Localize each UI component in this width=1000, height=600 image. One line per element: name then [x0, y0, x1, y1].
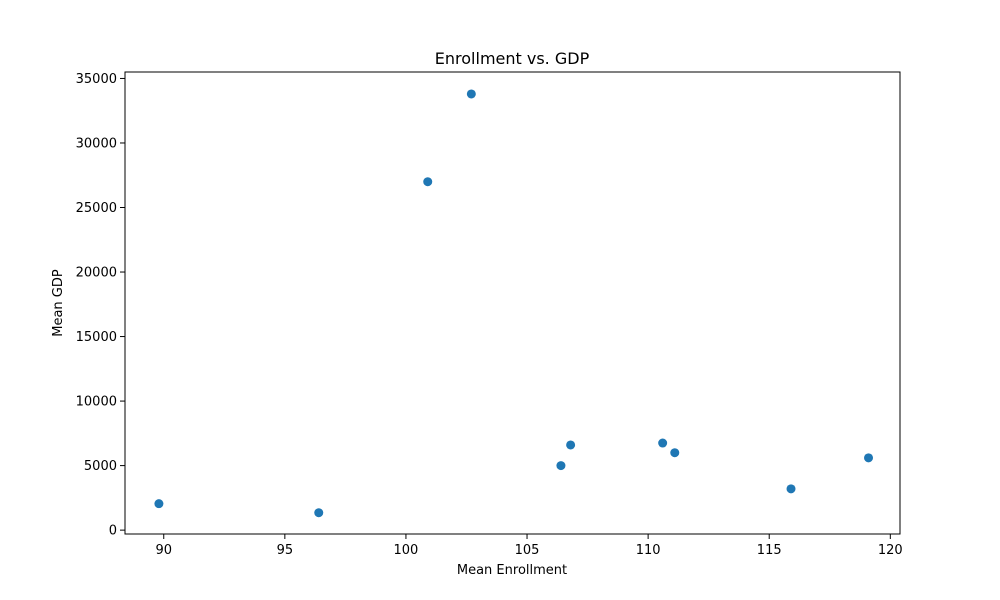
chart-title: Enrollment vs. GDP	[435, 49, 590, 68]
data-point	[466, 89, 476, 99]
y-tick-label: 30000	[76, 136, 117, 151]
x-tick-label: 115	[757, 543, 782, 558]
x-axis-title: Mean Enrollment	[457, 563, 567, 578]
data-point	[314, 508, 324, 518]
x-tick-label: 105	[515, 543, 540, 558]
y-tick-label: 10000	[76, 395, 117, 410]
axis-ticks: 90 95 100 105 110 115 120 0 5000 10000 15000 20000 2…	[76, 72, 903, 558]
y-tick-label: 15000	[76, 330, 117, 345]
data-point	[658, 438, 668, 448]
x-tick-label: 100	[394, 543, 419, 558]
data-point	[786, 484, 796, 494]
data-point	[670, 448, 680, 458]
plot-frame	[124, 71, 901, 535]
data-point	[864, 453, 874, 463]
x-tick-label: 120	[878, 543, 903, 558]
y-tick-label: 25000	[76, 201, 117, 216]
x-tick-label: 95	[277, 543, 294, 558]
y-tick-label: 5000	[84, 459, 117, 474]
y-axis-title: Mean GDP	[51, 269, 66, 337]
y-tick-label: 20000	[76, 266, 117, 281]
data-point	[423, 177, 433, 187]
x-tick-label: 110	[636, 543, 661, 558]
data-points	[154, 89, 874, 518]
x-tick-label: 90	[155, 543, 172, 558]
data-point	[556, 461, 566, 471]
y-tick-label: 0	[109, 524, 117, 539]
data-point	[566, 440, 576, 450]
y-tick-label: 35000	[76, 72, 117, 87]
data-point	[154, 499, 164, 509]
